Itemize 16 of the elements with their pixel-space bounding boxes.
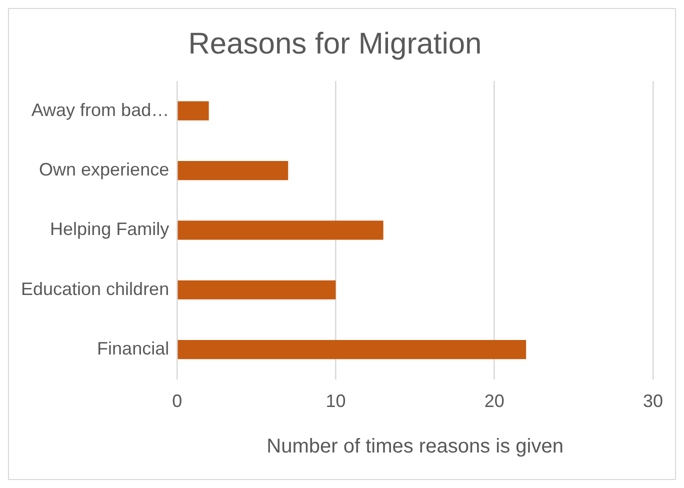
y-tick-label: Education children — [20, 278, 170, 299]
x-axis-title: Number of times reasons is given — [266, 436, 564, 458]
y-tick-label: Helping Family — [50, 219, 170, 240]
bar — [178, 340, 526, 360]
bar — [178, 220, 384, 240]
x-tick-label: 20 — [484, 391, 504, 412]
x-tick-label: 0 — [172, 391, 182, 412]
bar — [178, 160, 288, 180]
y-tick-label: Away from bad… — [31, 100, 170, 120]
y-tick-label: Own experience — [39, 159, 170, 180]
x-tick-label: 10 — [326, 391, 346, 412]
chart-title: Reasons for Migration — [188, 27, 482, 60]
bar — [178, 101, 209, 120]
y-tick-label: Financial — [97, 338, 170, 359]
x-tick-label: 30 — [642, 391, 664, 412]
bar — [178, 280, 336, 300]
